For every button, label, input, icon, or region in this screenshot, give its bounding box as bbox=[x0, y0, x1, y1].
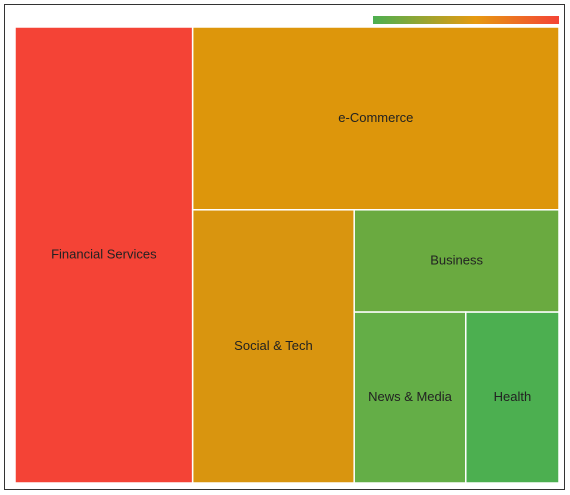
treemap-cell-financial-services[interactable] bbox=[14, 26, 194, 484]
treemap-cell-business[interactable] bbox=[353, 209, 560, 313]
treemap-cell-e-commerce[interactable] bbox=[191, 26, 560, 211]
treemap-label-social-and-tech: Social & Tech bbox=[234, 338, 313, 353]
treemap-label-e-commerce: e-Commerce bbox=[338, 110, 413, 125]
treemap-label-health: Health bbox=[494, 389, 532, 404]
color-scale-bar bbox=[373, 16, 559, 24]
treemap-label-news-and-media: News & Media bbox=[368, 389, 453, 404]
treemap-label-business: Business bbox=[430, 252, 483, 267]
treemap-label-financial-services: Financial Services bbox=[51, 246, 157, 261]
treemap-cell-health[interactable] bbox=[465, 311, 560, 484]
treemap-cell-social-and-tech[interactable] bbox=[191, 209, 355, 484]
treemap-cell-news-and-media[interactable] bbox=[353, 311, 467, 484]
